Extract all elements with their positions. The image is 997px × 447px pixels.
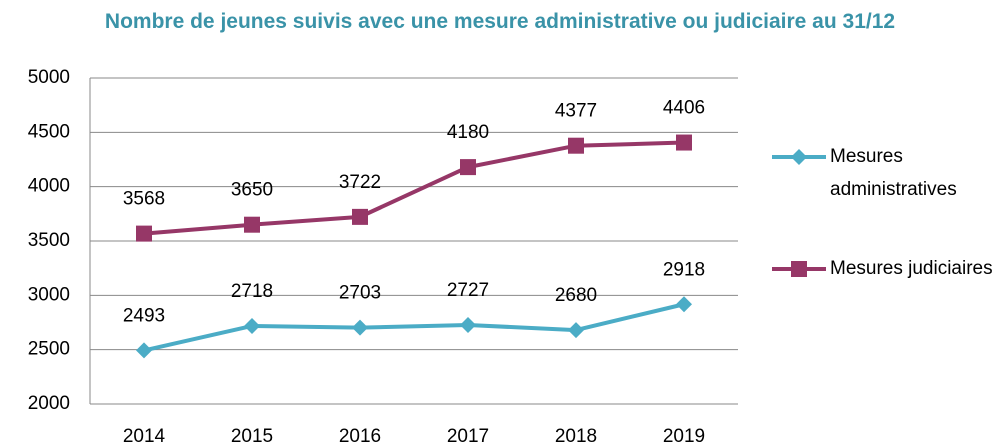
x-tick-label: 2015 [231,426,273,447]
data-label: 3722 [339,172,381,193]
data-label: 2918 [663,259,705,280]
marker [568,322,584,339]
marker [136,225,152,242]
data-label: 2727 [447,280,489,301]
marker [352,208,368,225]
data-label: 2680 [555,285,597,306]
marker [568,137,584,154]
marker [676,296,692,313]
data-label: 2493 [123,305,165,326]
legend-label: Mesures judiciaires [830,258,993,279]
series-line [143,302,685,353]
chart-title: Nombre de jeunes suivis avec une mesure … [104,10,896,33]
legend-label: Mesures administratives [830,146,957,200]
data-label: 2718 [231,281,273,302]
y-tick-label: 5000 [28,67,70,88]
x-tick-label: 2017 [447,426,489,447]
marker [244,317,260,334]
marker [460,316,476,333]
y-tick-label: 2000 [28,393,70,414]
data-label: 3568 [123,189,165,210]
marker [676,134,692,151]
y-tick-label: 2500 [28,339,70,360]
x-tick-label: 2019 [663,426,705,447]
y-tick-label: 3000 [28,284,70,305]
x-tick-label: 2014 [123,426,166,447]
data-label: 2703 [339,283,381,304]
x-tick-label: 2016 [339,426,381,447]
x-tick-label: 2018 [555,426,597,447]
data-label: 4180 [447,122,489,143]
marker [136,342,152,359]
y-tick-label: 4000 [28,176,70,197]
y-tick-label: 3500 [28,230,70,251]
marker [460,159,476,176]
data-label: 4377 [555,101,597,122]
marker [352,319,368,336]
series-line [143,140,685,236]
marker [791,261,807,277]
marker [791,149,807,165]
marker [244,216,260,233]
data-label: 3650 [231,180,273,201]
data-label: 4406 [663,98,705,119]
y-tick-label: 4500 [28,121,70,142]
